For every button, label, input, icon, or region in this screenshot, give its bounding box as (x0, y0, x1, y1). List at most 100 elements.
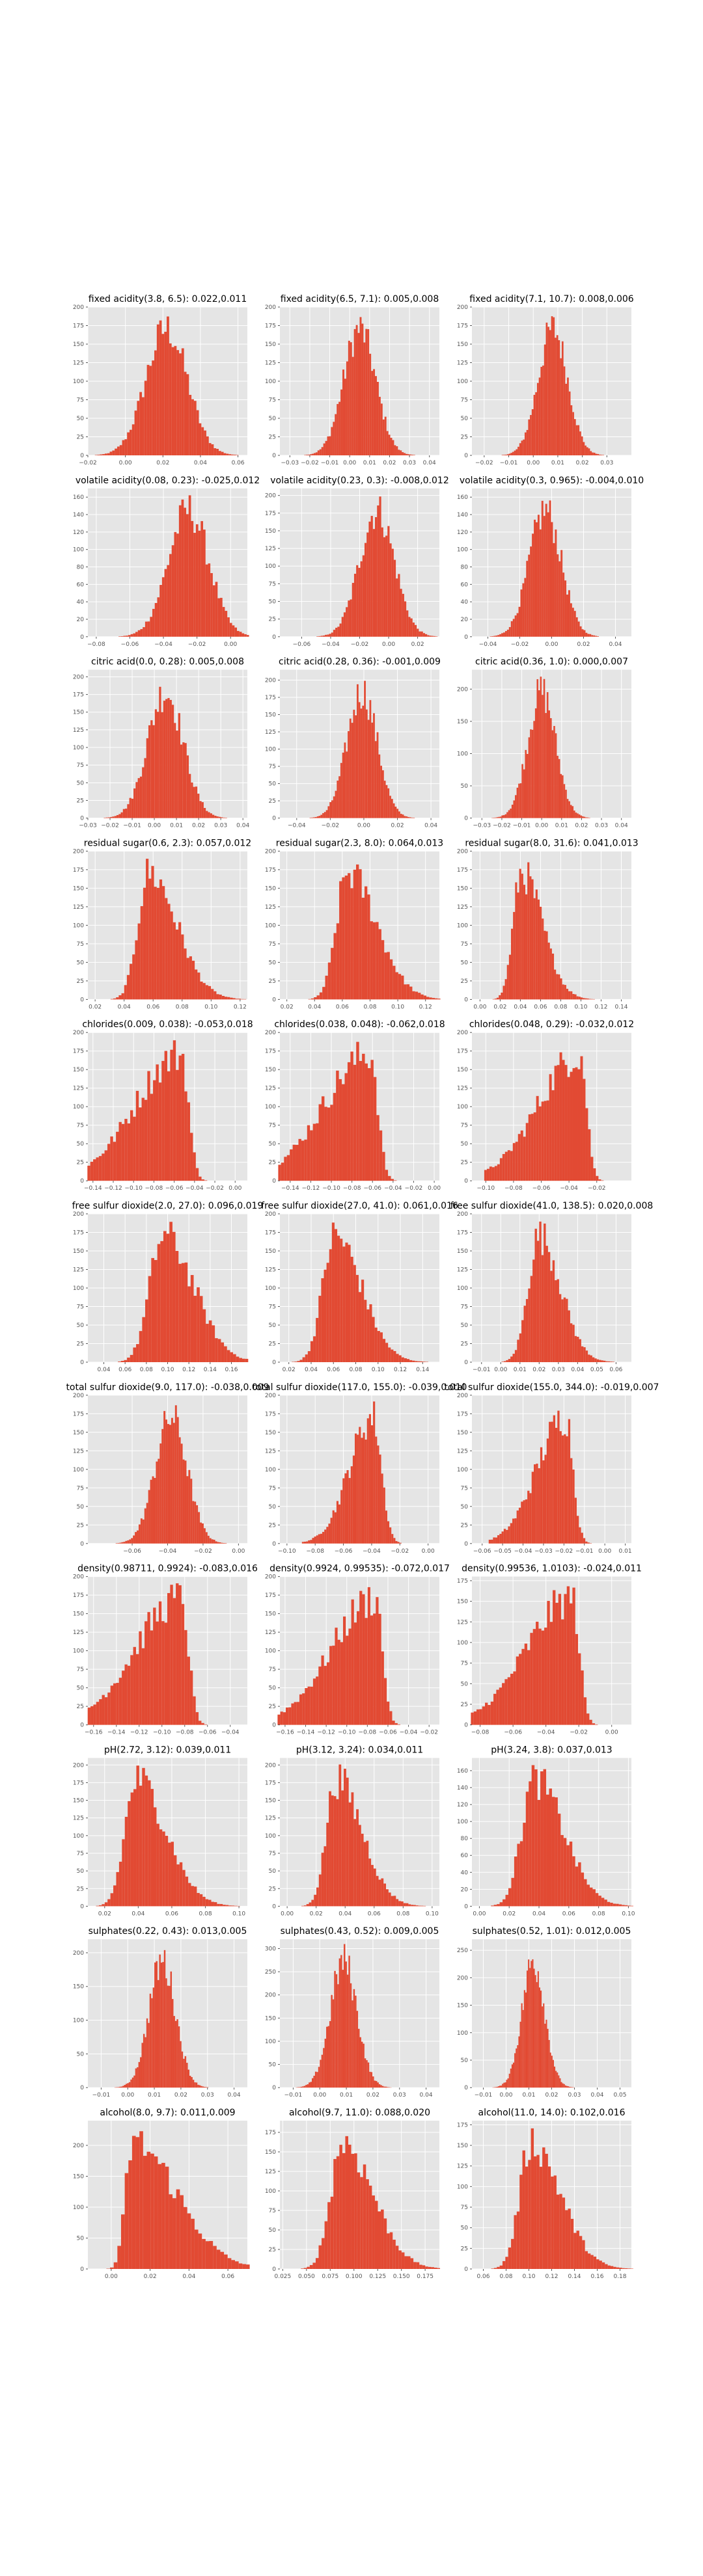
histogram-bar (176, 350, 180, 455)
histogram-bar (423, 1905, 426, 1907)
histogram-bar (576, 996, 579, 1000)
histogram-bar (165, 1419, 168, 1544)
histogram-bar (545, 2153, 548, 2269)
histogram-bar (585, 632, 588, 637)
y-tick-label: 50 (269, 1685, 277, 1692)
y-tick-label: 50 (77, 1685, 85, 1692)
histogram-bar (107, 1899, 111, 1907)
x-tick-label: 0.08 (349, 1367, 362, 1373)
histogram-bar (332, 1510, 335, 1544)
x-tick-label: −0.14 (297, 1730, 315, 1736)
histogram-bar (192, 1501, 195, 1544)
histogram-bar (327, 1107, 331, 1181)
x-tick-label: −0.04 (384, 1185, 402, 1192)
histogram-bar (337, 1639, 340, 1725)
histogram-bar (516, 1656, 519, 1725)
histogram-bar (353, 1064, 357, 1181)
histogram-bar (344, 379, 346, 455)
y-tick-label: 75 (461, 1123, 468, 1129)
histogram-bar (232, 625, 235, 637)
histogram-bar (549, 2052, 551, 2088)
histogram-bar (540, 677, 542, 818)
histogram-bar (581, 1533, 583, 1544)
histogram-bar (529, 1781, 532, 1907)
x-tick-label: 0.04 (338, 1911, 352, 1917)
histogram-bar (382, 770, 384, 818)
histogram-bar (110, 2267, 114, 2269)
histogram-bar (524, 432, 527, 455)
histogram-bar (134, 410, 137, 455)
histogram-bar (308, 1540, 310, 1544)
x-tick-label: 0.00 (148, 823, 161, 829)
histogram-bar (593, 452, 596, 455)
x-tick-label: 0.02 (532, 1367, 545, 1373)
histogram-bar (563, 1838, 567, 1907)
y-tick-label: 25 (269, 1886, 276, 1892)
y-tick-label: 175 (457, 1230, 468, 1237)
histogram-bar (517, 2045, 519, 2088)
histogram-bar (557, 554, 559, 637)
subplot-title: chlorides(0.009, 0.038): -0.053,0.018 (82, 1019, 253, 1030)
histogram-bar (201, 1179, 204, 1181)
histogram-bar (318, 2245, 322, 2269)
histogram-bar (156, 324, 159, 455)
x-tick-label: 0.01 (514, 1367, 527, 1373)
y-tick-label: 75 (77, 1485, 84, 1492)
x-tick-label: 0.08 (176, 1004, 189, 1010)
histogram-bar (585, 998, 587, 1000)
histogram-bar (519, 868, 521, 1000)
histogram-bar (419, 2264, 422, 2269)
y-tick-label: 25 (461, 2246, 468, 2252)
x-tick-label: 0.02 (577, 641, 590, 648)
histogram-bar (172, 2198, 176, 2269)
histogram-bar (176, 1864, 180, 1907)
histogram-bar (529, 1968, 531, 2088)
histogram-bar (197, 2084, 199, 2088)
histogram-bar (137, 1530, 139, 1544)
histogram-bar (333, 630, 336, 637)
histogram-bar (583, 1347, 586, 1362)
histogram-bar (352, 2000, 353, 2088)
histogram-bar (495, 1537, 497, 1544)
x-tick-label: 0.00 (228, 1185, 241, 1192)
histogram-bar (553, 2175, 557, 2269)
histogram-bar (187, 1102, 191, 1181)
histogram-bar (549, 500, 551, 637)
histogram-bar (401, 975, 404, 1000)
histogram-bar (533, 721, 535, 818)
histogram-bar (387, 2233, 390, 2269)
histogram-bar (130, 1354, 133, 1362)
histogram-bar (312, 1123, 316, 1181)
x-tick-label: 0.04 (194, 460, 207, 466)
histogram-bar (476, 1709, 480, 1725)
histogram-bar (386, 431, 389, 455)
histogram-bar (504, 2082, 506, 2088)
histogram-bar (113, 1683, 117, 1725)
y-tick-label: 100 (457, 379, 468, 385)
histogram-bar (583, 630, 586, 637)
histogram-bar (139, 1786, 143, 1907)
x-tick-label: −0.04 (537, 1730, 555, 1736)
histogram-bar (162, 1831, 165, 1907)
histogram-bar (202, 1309, 206, 1362)
histogram-bar (199, 423, 202, 455)
histogram-bar (372, 1317, 375, 1362)
histogram-bar (228, 1905, 232, 1907)
histogram-bar (157, 1244, 161, 1362)
y-tick-label: 75 (461, 1485, 468, 1492)
histogram-bar (150, 2153, 154, 2269)
histogram-bar (573, 419, 576, 455)
histogram-bar (551, 730, 554, 818)
histogram-subplot-3: fixed acidity(7.1, 10.7): 0.008,0.006−0.… (457, 294, 634, 466)
histogram-bar (376, 1597, 379, 1725)
histogram-bar (314, 997, 317, 1000)
histogram-bar (243, 999, 247, 1000)
histogram-bar (306, 1904, 309, 1907)
x-tick-label: −0.04 (186, 1185, 204, 1192)
histogram-bar (590, 1887, 593, 1907)
histogram-bar (321, 2054, 324, 2088)
y-tick-label: 25 (461, 978, 468, 985)
histogram-bar (380, 2085, 382, 2088)
y-tick-label: 50 (77, 959, 85, 966)
histogram-bar (227, 2258, 232, 2269)
